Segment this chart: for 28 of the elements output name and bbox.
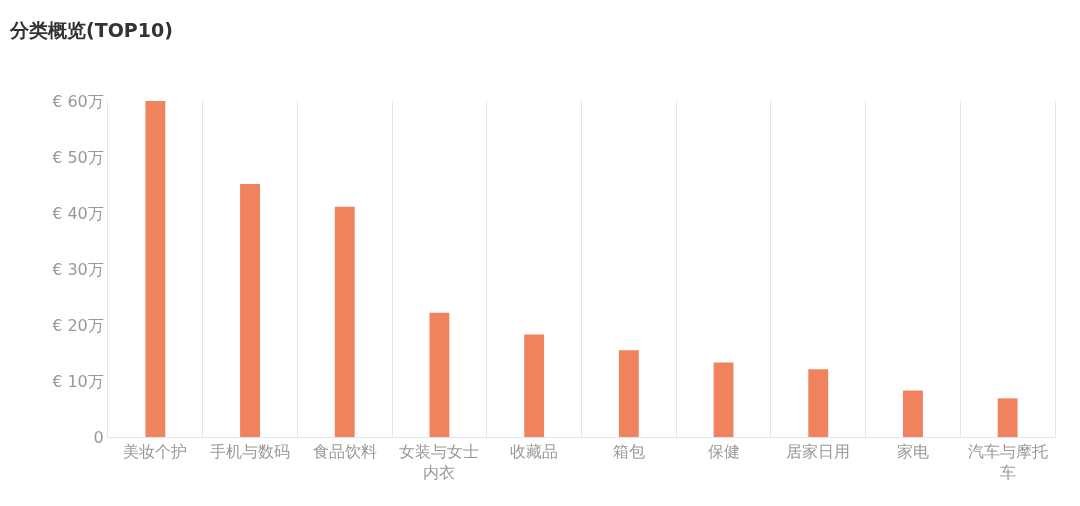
bar xyxy=(429,312,450,437)
x-tick-label: 汽车与摩托车 xyxy=(967,442,1048,482)
bar xyxy=(997,398,1018,437)
x-tick-label: 食品饮料 xyxy=(312,442,377,462)
y-tick-label: € 30万 xyxy=(52,259,104,279)
bar xyxy=(808,369,829,437)
bar xyxy=(524,334,545,437)
x-tick-label: 女装与女士内衣 xyxy=(399,442,480,482)
x-tick-label: 居家日用 xyxy=(786,442,851,462)
x-tick-label: 保健 xyxy=(707,442,740,462)
bar xyxy=(713,362,734,437)
y-tick-label: € 40万 xyxy=(52,203,104,223)
x-tick-label: 收藏品 xyxy=(510,442,559,462)
x-tick-label: 箱包 xyxy=(612,442,645,462)
y-tick-label: 0 xyxy=(93,427,104,447)
y-tick-label: € 10万 xyxy=(52,371,104,391)
y-tick-label: € 50万 xyxy=(52,147,104,167)
y-tick-label: € 20万 xyxy=(52,315,104,335)
x-tick-label: 美妆个护 xyxy=(123,442,188,462)
bar xyxy=(145,101,166,437)
x-tick-label: 家电 xyxy=(896,442,929,462)
bar xyxy=(240,183,260,437)
y-tick-label: € 60万 xyxy=(52,91,104,111)
bar xyxy=(334,206,355,437)
bar xyxy=(618,350,639,437)
bar xyxy=(903,390,923,437)
x-tick-label: 手机与数码 xyxy=(210,442,291,462)
chart-title: 分类概览(TOP10) xyxy=(9,18,173,41)
